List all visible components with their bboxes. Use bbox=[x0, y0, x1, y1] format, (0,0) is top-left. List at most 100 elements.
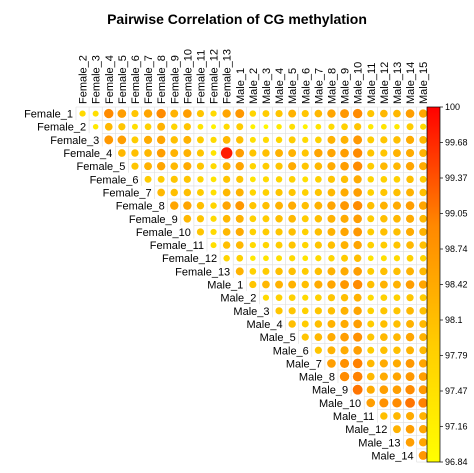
correlation-circle bbox=[196, 215, 205, 223]
correlation-circle bbox=[392, 372, 402, 381]
correlation-circle bbox=[419, 294, 427, 302]
correlation-circle bbox=[379, 385, 389, 395]
correlation-circle bbox=[275, 136, 283, 144]
row-label: Male_8 bbox=[299, 372, 335, 384]
correlation-circle bbox=[418, 424, 428, 434]
correlation-circle bbox=[131, 136, 139, 144]
column-label: Male_6 bbox=[300, 68, 312, 104]
correlation-circle bbox=[406, 267, 415, 276]
correlation-circle bbox=[419, 241, 427, 249]
correlation-circle bbox=[118, 123, 126, 131]
correlation-circle bbox=[367, 320, 375, 328]
correlation-circle bbox=[249, 268, 257, 275]
correlation-circle bbox=[340, 201, 349, 211]
correlation-circle bbox=[327, 280, 336, 289]
correlation-circle bbox=[393, 307, 401, 315]
correlation-circle bbox=[262, 294, 270, 301]
correlation-circle bbox=[393, 228, 401, 236]
correlation-circle bbox=[419, 214, 427, 223]
correlation-circle bbox=[327, 201, 336, 210]
correlation-circle bbox=[419, 333, 428, 342]
correlation-circle bbox=[156, 148, 166, 158]
correlation-circle bbox=[379, 359, 388, 368]
correlation-circle bbox=[327, 188, 336, 197]
row-label: Male_12 bbox=[345, 424, 387, 436]
correlation-circle bbox=[249, 280, 257, 289]
correlation-circle bbox=[235, 214, 244, 223]
correlation-circle bbox=[250, 124, 256, 130]
row-labels: Female_1Female_2Female_3Female_4Female_5… bbox=[24, 109, 414, 463]
correlation-circle bbox=[393, 162, 401, 171]
correlation-circle bbox=[275, 294, 283, 302]
correlation-circle bbox=[235, 161, 244, 171]
row-label: Male_2 bbox=[220, 293, 256, 305]
correlation-circle bbox=[288, 307, 296, 315]
correlation-circle bbox=[275, 201, 284, 210]
correlation-circle bbox=[419, 227, 428, 236]
correlation-circle bbox=[315, 294, 322, 302]
row-label: Male_4 bbox=[247, 319, 283, 331]
correlation-circle bbox=[367, 294, 374, 301]
correlation-circle bbox=[143, 135, 153, 144]
correlation-circle bbox=[352, 279, 363, 290]
correlation-circle bbox=[380, 175, 388, 183]
correlation-circle bbox=[327, 294, 336, 302]
correlation-circle bbox=[406, 188, 415, 197]
correlation-circle bbox=[353, 332, 363, 342]
correlation-circle bbox=[302, 241, 309, 249]
correlation-circle bbox=[263, 124, 269, 130]
correlation-circle bbox=[262, 201, 270, 210]
correlation-circle bbox=[288, 149, 297, 157]
column-label: Female_13 bbox=[222, 49, 234, 104]
correlation-circle bbox=[196, 136, 204, 144]
correlation-circle bbox=[405, 397, 415, 408]
correlation-circle bbox=[131, 149, 139, 157]
correlation-circle bbox=[210, 215, 217, 222]
correlation-circle bbox=[170, 162, 179, 171]
correlation-circle bbox=[275, 307, 283, 315]
correlation-circle bbox=[380, 123, 387, 130]
correlation-circle bbox=[262, 280, 270, 289]
column-label: Male_13 bbox=[392, 62, 404, 104]
correlation-circle bbox=[405, 385, 415, 395]
correlation-circle bbox=[367, 255, 374, 262]
correlation-circle bbox=[222, 201, 231, 210]
correlation-circle bbox=[327, 307, 336, 315]
correlation-circle bbox=[170, 136, 178, 144]
correlation-circle bbox=[380, 188, 388, 197]
correlation-circle bbox=[353, 175, 362, 184]
correlation-circle bbox=[196, 109, 205, 118]
correlation-circle bbox=[405, 109, 415, 118]
correlation-circle bbox=[419, 320, 427, 328]
row-label: Male_6 bbox=[273, 345, 309, 357]
correlation-circle bbox=[327, 109, 336, 118]
correlation-circle bbox=[368, 123, 374, 130]
correlation-circle bbox=[327, 346, 336, 355]
correlation-circle bbox=[367, 215, 375, 223]
correlation-circle bbox=[380, 412, 388, 420]
correlation-circle bbox=[340, 214, 349, 223]
correlation-circle bbox=[157, 188, 165, 197]
column-label: Female_7 bbox=[143, 55, 155, 104]
correlation-circle bbox=[367, 346, 375, 354]
correlation-circle bbox=[220, 147, 233, 159]
correlation-circle bbox=[210, 202, 217, 209]
correlation-circle bbox=[288, 320, 296, 328]
correlation-circle bbox=[353, 188, 362, 197]
correlation-circle bbox=[301, 307, 309, 315]
correlation-circle bbox=[117, 135, 127, 145]
correlation-circle bbox=[420, 123, 427, 130]
correlation-circle bbox=[352, 358, 363, 369]
correlation-circle bbox=[289, 123, 296, 130]
legend-tick-label: 97.79 bbox=[445, 351, 468, 361]
correlation-circle bbox=[353, 319, 362, 329]
correlation-circle bbox=[327, 214, 336, 223]
correlation-circle bbox=[288, 267, 296, 276]
correlation-circle bbox=[314, 307, 322, 315]
column-label: Female_12 bbox=[209, 49, 221, 104]
correlation-circle bbox=[340, 148, 349, 158]
column-label: Male_4 bbox=[274, 68, 286, 104]
correlation-circle bbox=[262, 162, 270, 170]
correlation-circle bbox=[315, 175, 322, 183]
correlation-circle bbox=[341, 123, 348, 131]
